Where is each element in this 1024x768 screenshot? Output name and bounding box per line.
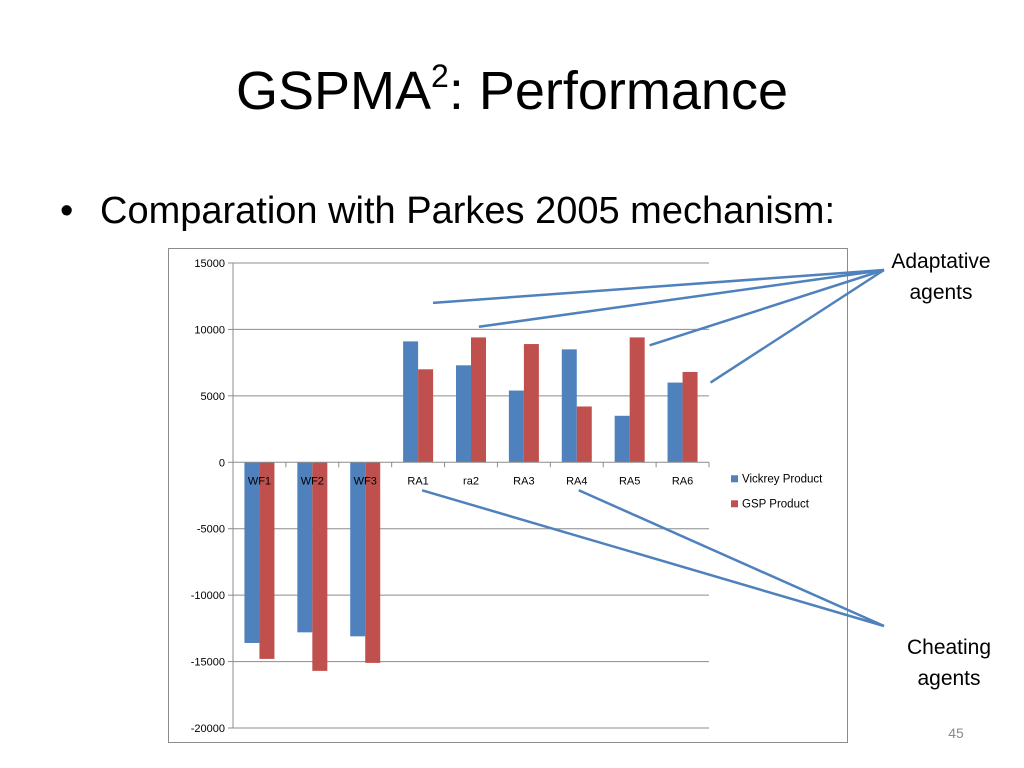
bar-vickrey — [244, 462, 260, 643]
x-tick-label: RA3 — [513, 475, 534, 487]
bar-vickrey — [667, 382, 683, 463]
x-tick-label: WF2 — [301, 475, 324, 487]
legend-swatch — [731, 475, 738, 483]
y-tick-label: 15000 — [194, 258, 225, 270]
x-tick-label: RA1 — [407, 475, 428, 487]
bar-vickrey — [614, 415, 630, 463]
bar-gsp — [259, 462, 275, 659]
title-main: GSPMA — [236, 61, 432, 121]
bar-vickrey — [456, 365, 471, 463]
title-rest: : Performance — [448, 61, 788, 121]
bar-gsp — [682, 371, 698, 463]
callout-adaptive-line2: agents — [909, 281, 973, 304]
x-tick-label: WF1 — [248, 475, 271, 487]
bullet-dot: • — [60, 190, 74, 232]
legend-label: GSP Product — [742, 498, 810, 510]
x-tick-label: RA4 — [566, 475, 587, 487]
y-tick-label: -20000 — [191, 723, 225, 735]
bar-vickrey — [403, 341, 419, 463]
x-tick-label: WF3 — [354, 475, 377, 487]
slide-title: GSPMA2: Performance — [0, 60, 1024, 121]
bar-vickrey — [350, 462, 366, 637]
callout-cheating-agents: Cheating agents — [884, 632, 1014, 694]
y-tick-label: 5000 — [201, 391, 225, 403]
callout-adaptive-agents: Adaptative agents — [876, 246, 1006, 308]
y-tick-label: 0 — [219, 457, 225, 469]
bar-chart: 15000 10000 5000 0 -5000 -10000 -15000 -20000 WF… — [191, 258, 823, 735]
bullet-text: Comparation with Parkes 2005 mechanism: — [100, 190, 836, 232]
x-tick-label: RA5 — [619, 475, 640, 487]
y-tick-label: -5000 — [197, 524, 225, 536]
callout-cheating-line1: Cheating — [906, 636, 992, 659]
bar-gsp — [523, 344, 539, 463]
bar-gsp — [471, 337, 486, 463]
callout-cheating-line2: agents — [917, 667, 981, 690]
page-number: 45 — [948, 725, 964, 741]
y-tick-label: 10000 — [194, 324, 225, 336]
bullet-point: • Comparation with Parkes 2005 mechanism: — [60, 190, 835, 233]
bar-gsp — [418, 369, 434, 463]
legend-swatch — [731, 500, 738, 508]
bar-gsp — [576, 406, 592, 463]
callout-adaptive-line1: Adaptative — [891, 250, 991, 273]
x-tick-label: ra2 — [463, 475, 479, 487]
bar-gsp — [629, 337, 645, 463]
y-tick-label: -10000 — [191, 590, 225, 602]
bar-vickrey — [561, 349, 577, 463]
chart-frame: 15000 10000 5000 0 -5000 -10000 -15000 -20000 WF… — [168, 248, 848, 743]
bar-vickrey — [508, 390, 524, 463]
x-tick-label: RA6 — [672, 475, 693, 487]
bar-gsp — [312, 462, 328, 671]
bar-gsp — [365, 462, 381, 663]
legend-label: Vickrey Product — [742, 473, 823, 485]
y-tick-label: -15000 — [191, 657, 225, 669]
title-superscript: 2 — [431, 58, 449, 94]
bar-vickrey — [297, 462, 313, 633]
